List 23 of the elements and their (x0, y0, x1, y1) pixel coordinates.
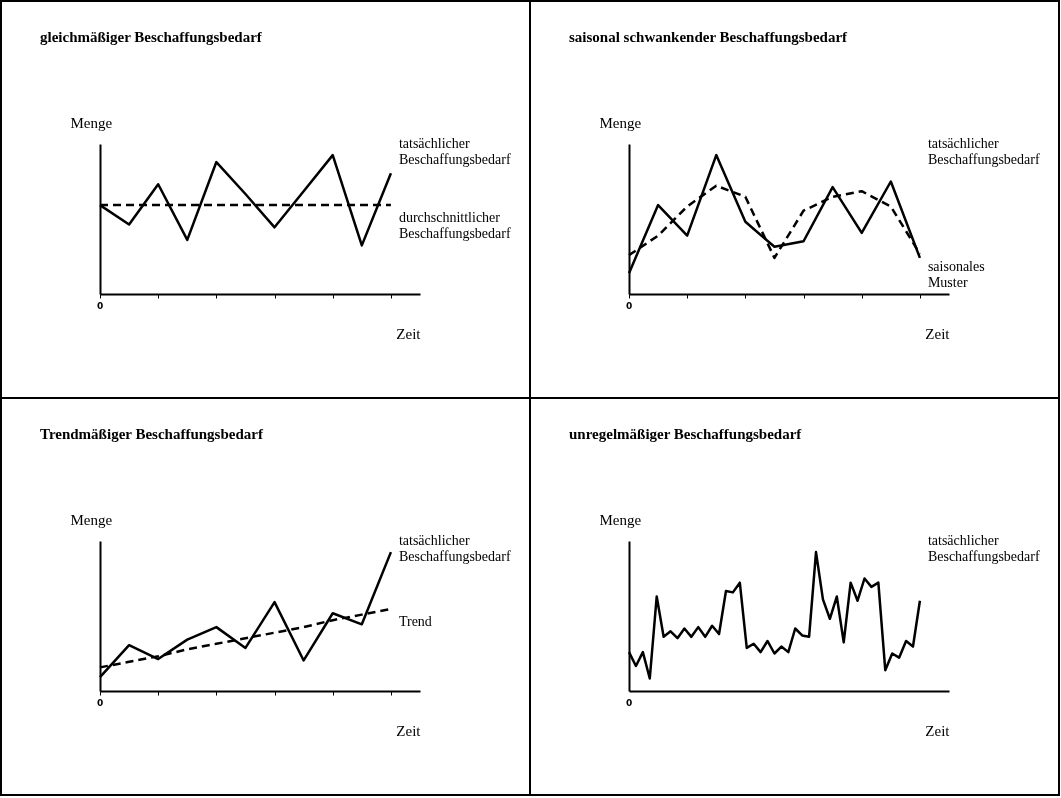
chart-title: saisonal schwankender Beschaffungsbedarf (569, 29, 849, 45)
series-label: tatsächlicher Beschaffungsbedarf (398, 136, 511, 168)
series-label: saisonales Muster (927, 258, 985, 290)
text: 0 (96, 698, 104, 708)
text: tatsächlicher Beschaffungsbedarf (927, 533, 1040, 565)
x-axis-title: Zeit (396, 325, 422, 342)
text: tatsächlicher Beschaffungsbedarf (927, 136, 1040, 168)
text: 0 (625, 301, 633, 311)
text: 0 (96, 301, 104, 311)
text: 0 (625, 698, 633, 708)
x-axis-title: Zeit (396, 722, 422, 739)
chart-title: Trendmäßiger Beschaffungsbedarf (40, 426, 264, 442)
y-axis-title: Menge (599, 511, 642, 528)
y-axis-title: Menge (599, 114, 642, 131)
x-axis-title: Zeit (925, 325, 951, 342)
series-label: Trend (398, 614, 432, 630)
chart-title: unregelmäßiger Beschaffungsbedarf (569, 426, 803, 442)
y-axis-title: Menge (70, 114, 113, 131)
x-axis-title: Zeit (925, 722, 951, 739)
series-label: durchschnittlicher Beschaffungsbedarf (398, 210, 511, 242)
y-axis-title: Menge (70, 511, 113, 528)
chart-title: gleichmäßiger Beschaffungsbedarf (40, 29, 263, 45)
series-label: tatsächlicher Beschaffungsbedarf (398, 533, 511, 565)
